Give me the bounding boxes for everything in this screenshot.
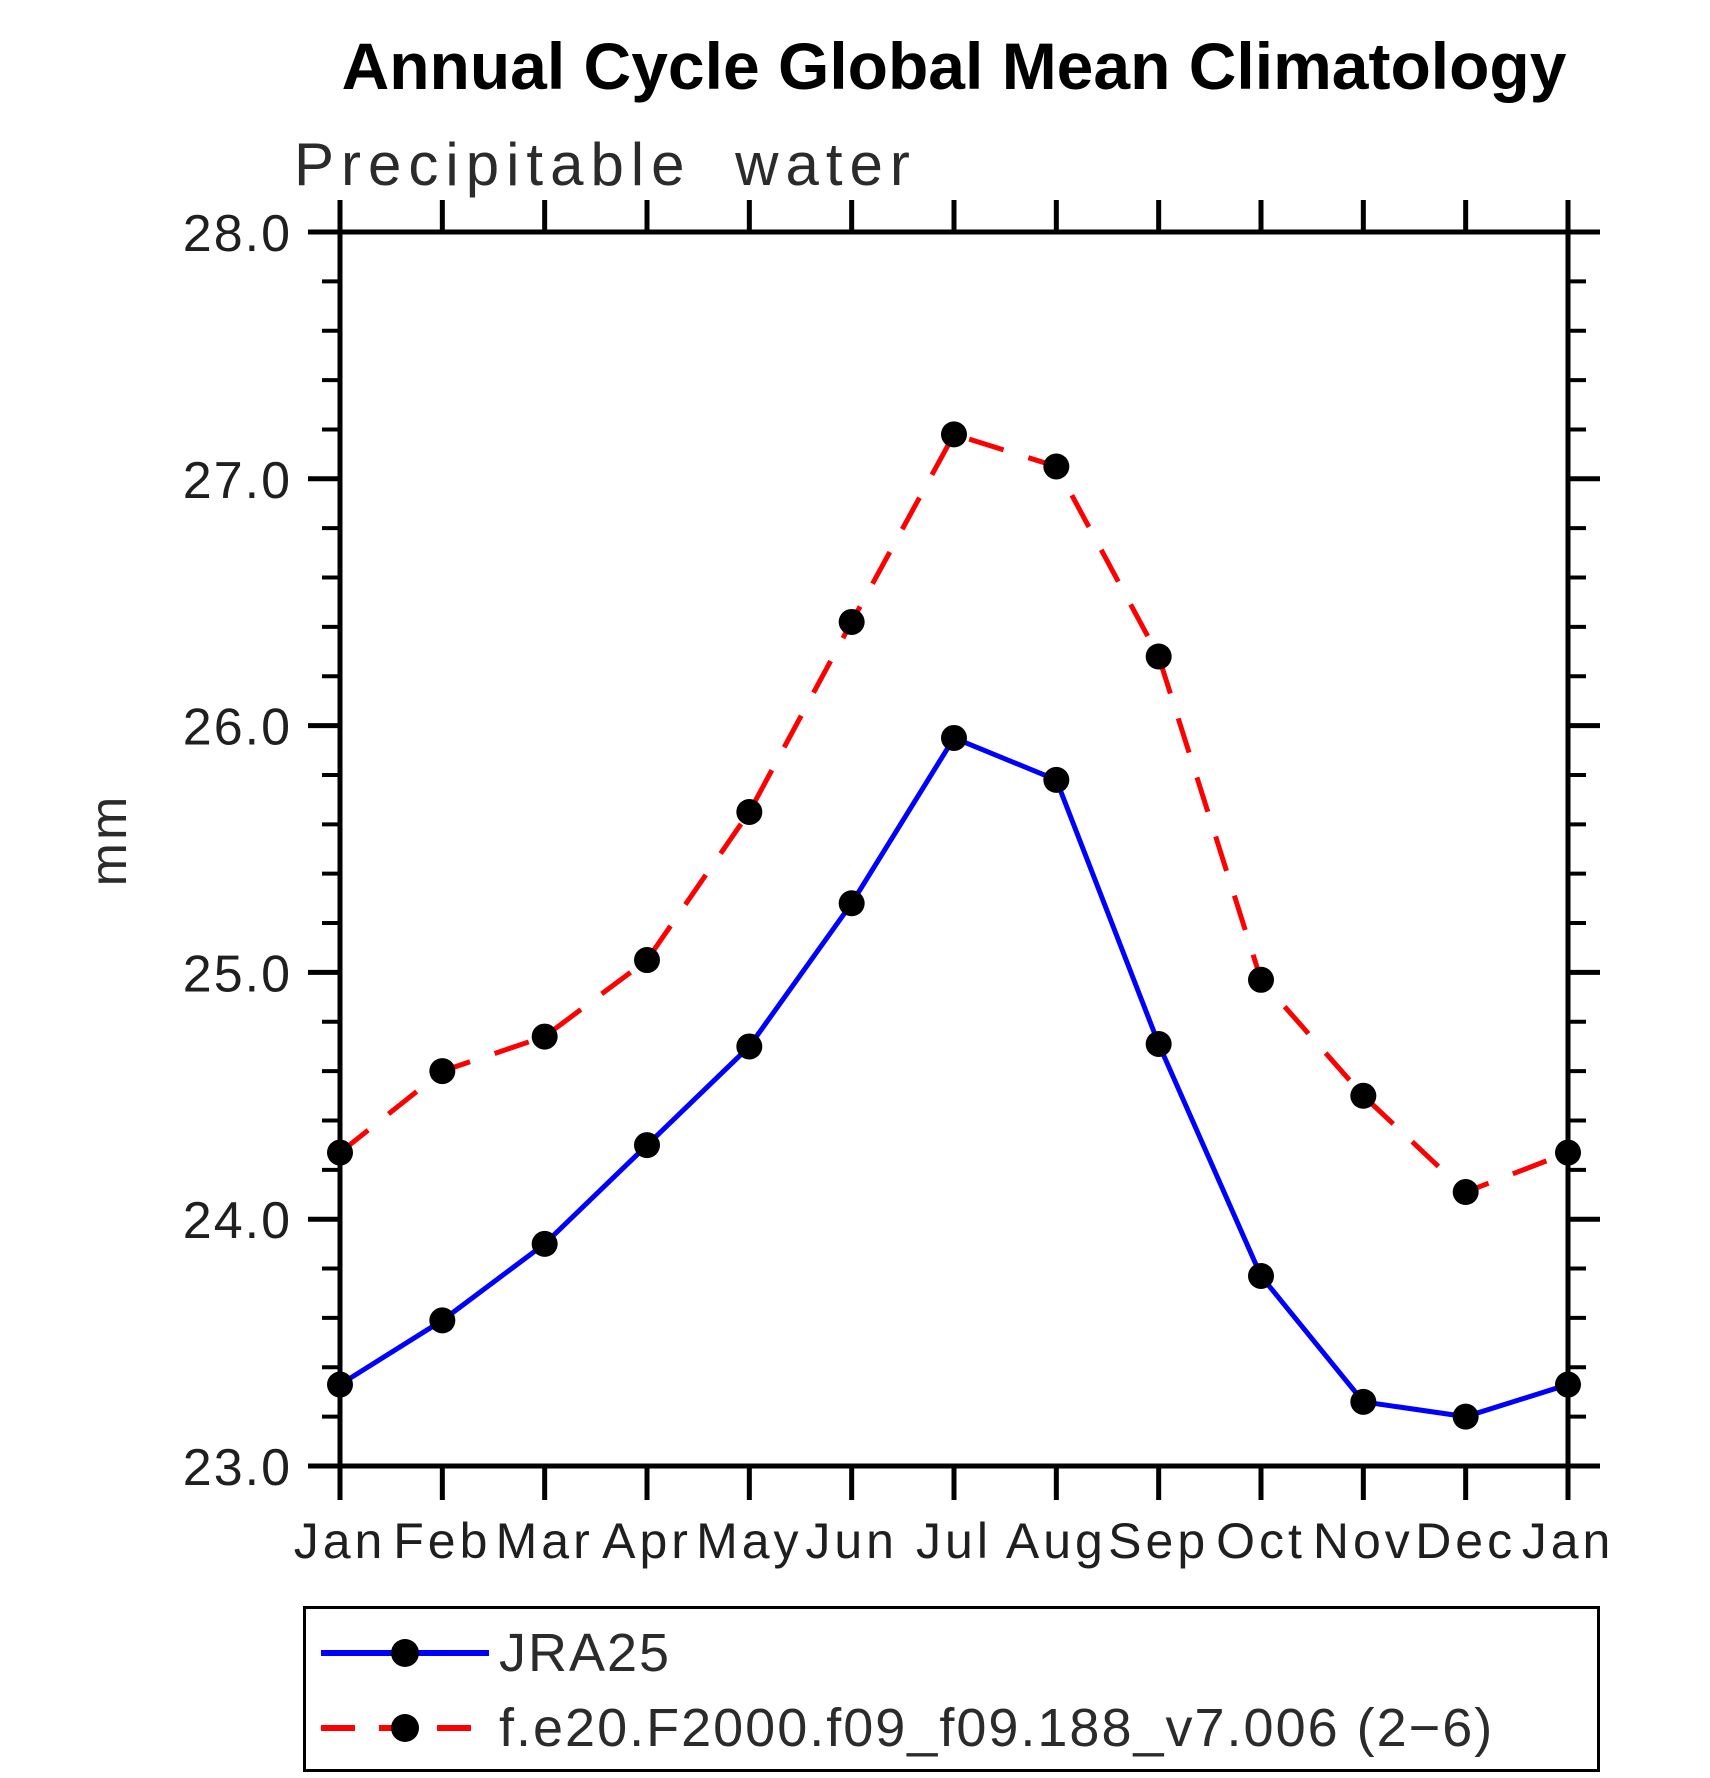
x-tick-label: Aug — [1006, 1513, 1107, 1569]
chart-subtitle: Precipitable water — [294, 131, 917, 198]
data-point-marker — [1248, 1262, 1274, 1289]
legend-item-model: f.e20.F2000.f09_f09.188_v7.006 (2−6) — [313, 1700, 1494, 1756]
legend-label: f.e20.F2000.f09_f09.188_v7.006 (2−6) — [499, 1698, 1495, 1758]
data-point-marker — [736, 1033, 763, 1060]
x-tick-label: Feb — [393, 1513, 491, 1569]
legend-box: JRA25 f.e20.F2000.f09_f09.188_v7.006 (2−… — [303, 1606, 1600, 1772]
x-tick-label: Sep — [1108, 1513, 1209, 1569]
data-point-marker — [327, 1139, 353, 1166]
data-point-marker — [634, 947, 660, 974]
data-point-marker — [1145, 1030, 1172, 1057]
data-point-marker — [1350, 1082, 1377, 1109]
data-point-marker — [838, 890, 865, 917]
x-tick-label: Jan — [294, 1513, 387, 1569]
legend-swatch-solid-line — [321, 1639, 489, 1667]
y-tick-label: 26.0 — [183, 699, 292, 757]
legend-swatch-dashed-line — [321, 1714, 489, 1742]
data-point-marker — [634, 1132, 660, 1159]
data-point-marker — [1043, 453, 1070, 480]
legend-marker-dot — [391, 1639, 419, 1667]
x-tick-label: Mar — [496, 1513, 594, 1569]
data-point-marker — [429, 1307, 456, 1334]
y-tick-label: 27.0 — [183, 452, 292, 510]
chart-title: Annual Cycle Global Mean Climatology — [341, 29, 1567, 103]
data-point-marker — [1452, 1179, 1479, 1206]
data-point-marker — [1043, 766, 1070, 793]
legend-marker-dot — [391, 1714, 419, 1742]
series-line-f-e20-f2000-f09-f09-188-v7-006-2-6- — [338, 431, 1569, 1195]
x-tick-label: May — [696, 1513, 802, 1569]
data-point-marker — [736, 798, 763, 825]
x-tick-label: Apr — [602, 1513, 692, 1569]
data-point-marker — [941, 421, 967, 448]
y-tick-label: 25.0 — [183, 945, 292, 1003]
legend-label: JRA25 — [499, 1623, 672, 1683]
y-tick-label: 28.0 — [183, 205, 292, 263]
x-tick-label: Jul — [916, 1513, 992, 1569]
data-point-marker — [1248, 966, 1274, 993]
data-point-marker — [941, 724, 967, 751]
legend-item-jra25: JRA25 — [313, 1625, 671, 1681]
data-point-marker — [531, 1230, 558, 1257]
x-tick-label: Dec — [1415, 1513, 1516, 1569]
data-point-marker — [838, 608, 865, 635]
data-point-marker — [1452, 1403, 1479, 1430]
data-point-marker — [429, 1058, 456, 1085]
data-point-marker — [531, 1023, 558, 1050]
y-tick-label: 23.0 — [183, 1439, 292, 1497]
data-point-marker — [1350, 1388, 1377, 1415]
y-tick-label: 24.0 — [183, 1192, 292, 1250]
data-point-marker — [1555, 1139, 1581, 1166]
x-tick-label: Jun — [805, 1513, 898, 1569]
x-tick-label: Nov — [1313, 1513, 1414, 1569]
data-point-marker — [1145, 643, 1172, 670]
data-point-marker — [327, 1371, 353, 1398]
x-tick-label: Jan — [1522, 1513, 1615, 1569]
series-line-jra25 — [338, 734, 1569, 1420]
data-point-marker — [1555, 1371, 1581, 1398]
x-tick-label: Oct — [1216, 1513, 1306, 1569]
